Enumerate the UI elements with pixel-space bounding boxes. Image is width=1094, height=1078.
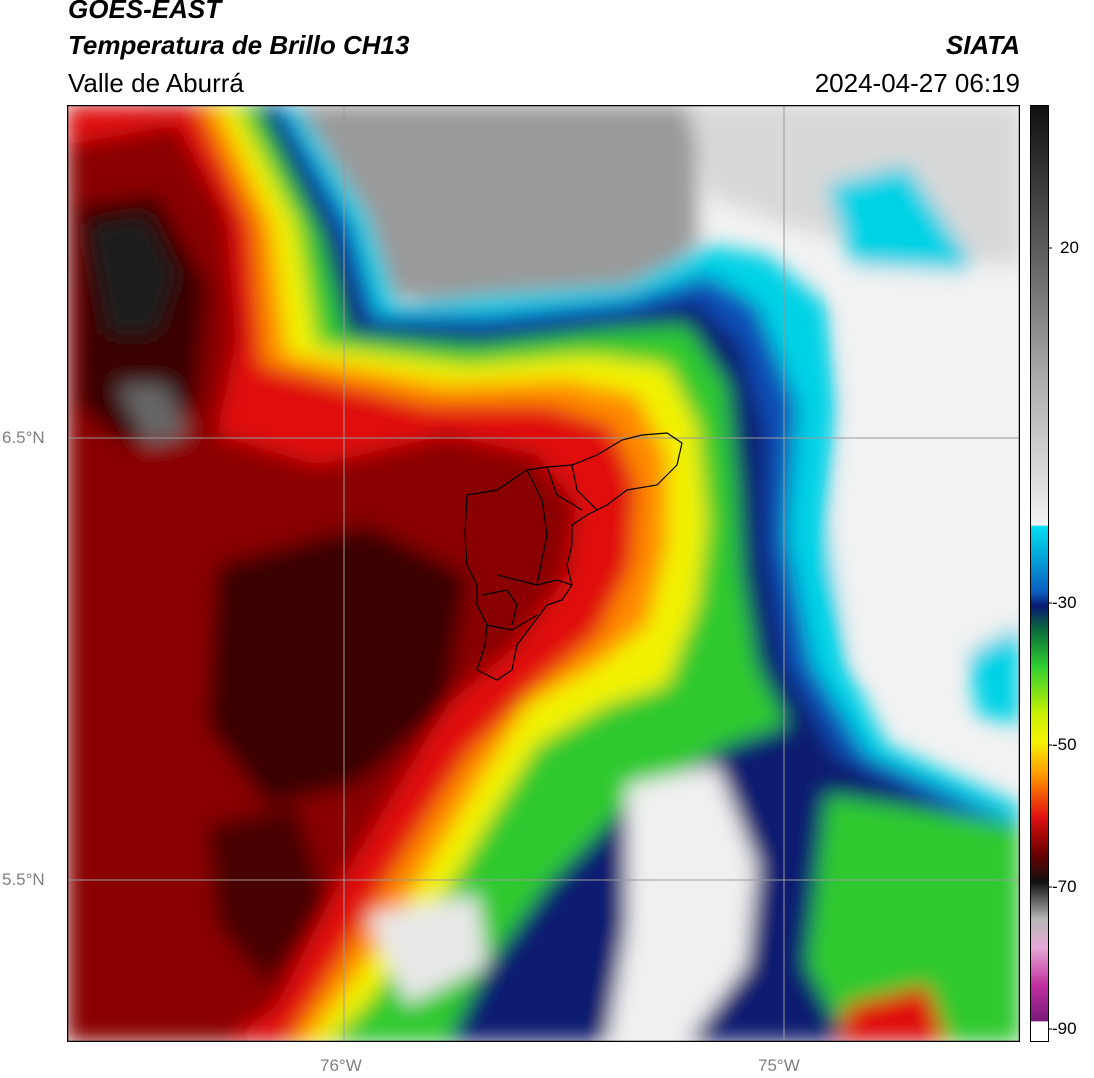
colorbar-tick-minus-50: -50 [1052,735,1077,754]
colorbar-tick-minus-90: -90 [1052,1019,1077,1038]
colorbar-tick-minus-70: -70 [1052,877,1077,896]
municipal-boundaries [464,432,683,681]
timestamp-label: 2024-04-27 06:19 [814,68,1020,98]
satellite-map [67,105,1020,1042]
lon-label-76w: 76°W [320,1056,362,1075]
colorbar-gradient [1030,105,1049,1042]
product-title: Temperatura de Brillo CH13 [68,30,410,60]
map-frame [67,105,1020,1042]
agency-label: SIATA [945,30,1020,60]
temperature-colorbar [1030,105,1052,1042]
region-label: Valle de Aburrá [68,68,244,98]
colorbar-tick-20: 20 [1060,238,1079,257]
colorbar-tick-minus-30: -30 [1052,593,1077,612]
lat-label-6-5n: 6.5°N [2,428,45,447]
satellite-title: GOES-EAST [68,0,222,24]
lon-label-75w: 75°W [758,1056,800,1075]
lat-label-5-5n: 5.5°N [2,870,45,889]
